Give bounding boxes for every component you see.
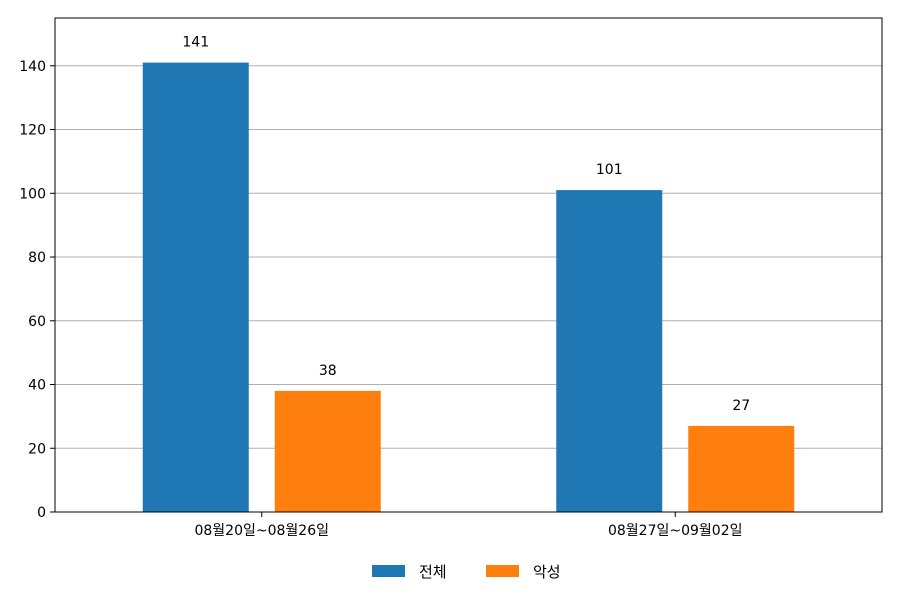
y-tick-label: 80 bbox=[28, 250, 46, 266]
x-tick-label: 08월27일~09월02일 bbox=[608, 523, 743, 539]
bar-malicious bbox=[274, 390, 381, 512]
y-tick-label: 120 bbox=[19, 123, 46, 139]
bar-malicious bbox=[688, 425, 795, 512]
y-tick-label: 20 bbox=[28, 441, 46, 457]
bars bbox=[142, 62, 795, 513]
bar-value-label: 38 bbox=[319, 363, 337, 379]
data-labels: 141 38 101 27 bbox=[182, 35, 750, 414]
y-tick-label: 140 bbox=[19, 59, 46, 75]
bar-value-label: 27 bbox=[732, 398, 750, 414]
y-tick-label: 0 bbox=[37, 505, 46, 521]
x-tick-label: 08월20일~08월26일 bbox=[194, 523, 329, 539]
legend-label: 악성 bbox=[533, 563, 561, 581]
y-axis: 0 20 40 60 80 100 120 140 bbox=[19, 59, 55, 521]
legend: 전체 악성 bbox=[372, 563, 561, 581]
plot-frame bbox=[54, 17, 883, 513]
y-tick-label: 40 bbox=[28, 378, 46, 394]
bar-total bbox=[142, 62, 249, 512]
bar-value-label: 141 bbox=[182, 35, 209, 51]
legend-swatch bbox=[372, 565, 405, 577]
legend-label: 전체 bbox=[419, 563, 447, 581]
legend-swatch bbox=[486, 565, 519, 577]
bar-value-label: 101 bbox=[596, 162, 623, 178]
x-axis: 08월20일~08월26일 08월27일~09월02일 bbox=[194, 512, 743, 539]
y-tick-label: 100 bbox=[19, 186, 46, 202]
y-tick-label: 60 bbox=[28, 314, 46, 330]
bar-total bbox=[556, 190, 663, 513]
